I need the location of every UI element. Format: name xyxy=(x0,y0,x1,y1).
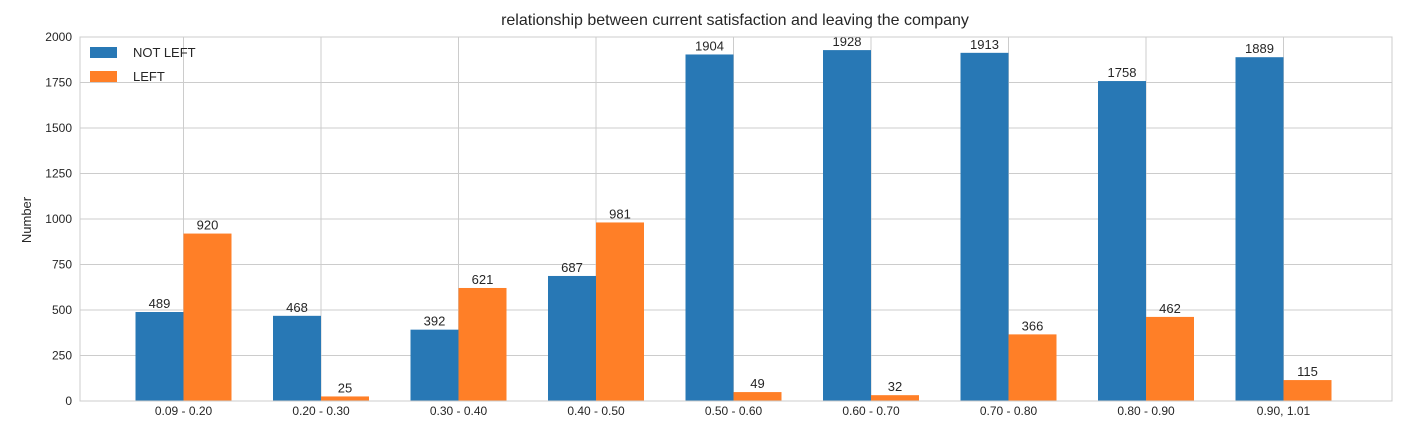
bar-value-label: 468 xyxy=(286,300,308,315)
bar-value-label: 25 xyxy=(338,380,352,395)
bar-value-label: 49 xyxy=(750,376,764,391)
data-label-layer: 489 468 392 687 1904 1928 1913 1758 1889 920 25 621… xyxy=(149,34,1318,395)
y-tick-label: 2000 xyxy=(45,30,72,44)
bar-value-label: 1889 xyxy=(1245,41,1274,56)
bar-not-left xyxy=(823,50,871,401)
x-tick-label: 0.60 - 0.70 xyxy=(842,404,900,418)
chart-title: relationship between current satisfactio… xyxy=(501,12,969,29)
x-tick-label: 0.09 - 0.20 xyxy=(155,404,213,418)
bar-value-label: 621 xyxy=(472,272,494,287)
bar-value-label: 687 xyxy=(561,260,583,275)
bar-layer xyxy=(135,50,1332,402)
bar-not-left xyxy=(960,52,1009,402)
axis-layer: 0 250 500 750 1000 1250 1500 1750 2000 0.09 - 0.2… xyxy=(45,30,1393,418)
bar-value-label: 489 xyxy=(149,296,171,311)
x-tick-label: 0.20 - 0.30 xyxy=(292,404,350,418)
bar-value-label: 392 xyxy=(424,314,446,329)
bar-value-label: 32 xyxy=(888,379,902,394)
bar-value-label: 1928 xyxy=(833,34,862,49)
plot-frame xyxy=(79,36,1393,402)
y-axis-label: Number xyxy=(19,196,34,243)
y-tick-label: 1500 xyxy=(45,121,72,135)
bar-left xyxy=(1146,316,1194,401)
y-tick-label: 0 xyxy=(65,394,72,408)
bar-not-left xyxy=(685,54,734,402)
bar-left xyxy=(321,396,369,401)
legend: NOT LEFT LEFT xyxy=(90,45,196,84)
x-tick-label: 0.90, 1.01 xyxy=(1257,404,1311,418)
bar-value-label: 462 xyxy=(1159,301,1181,316)
bar-value-label: 115 xyxy=(1297,364,1318,379)
bar-not-left xyxy=(135,312,184,401)
legend-swatch xyxy=(90,71,117,82)
y-tick-label: 500 xyxy=(52,303,72,317)
bar-left xyxy=(871,395,919,401)
y-tick-label: 1250 xyxy=(45,167,72,181)
bar-not-left xyxy=(273,315,321,401)
bar-not-left xyxy=(410,329,459,401)
bar-not-left xyxy=(1098,81,1146,401)
bar-left xyxy=(733,392,782,401)
bar-left xyxy=(1008,334,1057,401)
legend-swatch xyxy=(90,47,117,58)
bar-value-label: 366 xyxy=(1022,318,1044,333)
bar-left xyxy=(458,287,507,401)
y-tick-label: 1000 xyxy=(45,212,72,226)
legend-label: NOT LEFT xyxy=(133,45,196,60)
x-tick-label: 0.30 - 0.40 xyxy=(430,404,488,418)
bar-not-left xyxy=(1235,57,1284,402)
bar-value-label: 1904 xyxy=(695,38,724,53)
bar-left xyxy=(183,233,232,401)
bar-value-label: 981 xyxy=(609,206,631,221)
x-tick-label: 0.70 - 0.80 xyxy=(980,404,1038,418)
bar-not-left xyxy=(548,275,596,401)
bar-value-label: 1913 xyxy=(970,37,999,52)
bar-left xyxy=(1283,380,1332,401)
bar-left xyxy=(596,222,644,401)
legend-label: LEFT xyxy=(133,69,165,84)
y-tick-label: 1750 xyxy=(45,76,72,90)
y-tick-label: 250 xyxy=(52,349,72,363)
x-tick-label: 0.40 - 0.50 xyxy=(567,404,625,418)
y-tick-label: 750 xyxy=(52,258,72,272)
bar-value-label: 920 xyxy=(197,218,219,233)
x-tick-label: 0.80 - 0.90 xyxy=(1117,404,1175,418)
bar-value-label: 1758 xyxy=(1108,65,1137,80)
x-tick-label: 0.50 - 0.60 xyxy=(705,404,763,418)
